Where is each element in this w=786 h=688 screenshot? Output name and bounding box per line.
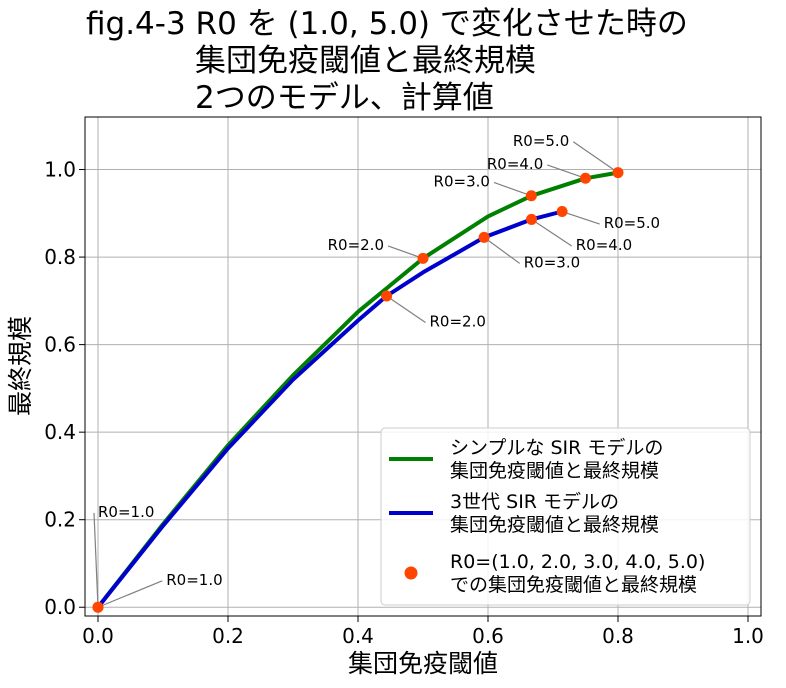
legend-box	[380, 427, 751, 606]
title-line-2: 集団免疫閾値と最終規模	[195, 43, 536, 79]
x-tick-label: 0.6	[472, 624, 504, 648]
annotation-connector	[386, 295, 426, 324]
annotation-connector	[572, 141, 619, 174]
annotation-label: R0=4.0	[487, 155, 543, 173]
y-tick-label: 0.2	[44, 508, 76, 532]
legend-label-2: 3世代 SIR モデルの集団免疫閾値と最終規模	[450, 491, 659, 536]
x-axis: 0.0 0.2 0.4 0.6 0.8 1.0	[82, 616, 764, 648]
x-tick-label: 0.4	[342, 624, 374, 648]
x-tick-label: 0.0	[82, 624, 114, 648]
annotation-connector	[387, 245, 424, 259]
annotation-connector	[547, 164, 586, 179]
data-point	[92, 601, 104, 613]
annotation-lines	[93, 141, 619, 608]
data-point	[556, 206, 568, 218]
data-point	[478, 231, 490, 243]
data-point	[612, 167, 624, 179]
x-tick-label: 1.0	[732, 624, 764, 648]
y-axis-label: 最終規模	[6, 316, 35, 416]
annotation-label: R0=4.0	[576, 236, 632, 254]
series-line-2	[96, 209, 565, 610]
data-point	[525, 190, 537, 202]
data-point	[526, 213, 538, 225]
data-point	[580, 172, 591, 184]
y-tick-label: 1.0	[44, 158, 76, 182]
annotation-label: R0=1.0	[98, 503, 154, 521]
annotation-label: R0=3.0	[434, 172, 490, 190]
annotation-connector	[93, 512, 99, 608]
legend-swatch-3	[404, 566, 418, 580]
title-line-1: fig.4-3 R0 を (1.0, 5.0) で変化させた時の	[86, 6, 688, 42]
y-tick-label: 0.6	[44, 333, 76, 357]
y-axis: 0.0 0.2 0.4 0.6 0.8 1.0	[44, 158, 85, 619]
x-axis-label: 集団免疫閾値	[348, 649, 498, 678]
series-lines	[96, 170, 620, 610]
plot-frame	[84, 116, 762, 617]
annotation-label: R0=2.0	[328, 236, 384, 254]
annotation-connector	[561, 210, 600, 225]
y-tick-label: 0.4	[44, 420, 76, 444]
data-points	[92, 167, 624, 613]
x-tick-label: 0.2	[212, 624, 244, 648]
y-tick-label: 0.8	[44, 245, 76, 269]
data-point	[381, 290, 393, 302]
chart-title: fig.4-3 R0 を (1.0, 5.0) で変化させた時の 集団免疫閾値と…	[86, 6, 688, 116]
legend: シンプルな SIR モデルの集団免疫閾値と最終規模 3世代 SIR モデルの集団免…	[380, 427, 751, 606]
annotation-labels: R0=1.0R0=1.0R0=2.0R0=3.0R0=4.0R0=5.0R0=2…	[98, 132, 660, 589]
annotation-label: R0=2.0	[430, 313, 486, 331]
x-tick-label: 0.8	[602, 624, 634, 648]
annotation-label: R0=5.0	[604, 214, 660, 232]
annotation-label: R0=3.0	[524, 253, 580, 271]
annotation-label: R0=5.0	[513, 132, 569, 150]
annotation-label: R0=1.0	[166, 571, 222, 589]
y-tick-label: 0.0	[44, 595, 76, 619]
legend-label-3: R0=(1.0, 2.0, 3.0, 4.0, 5.0)での集団免疫閾値と最終規…	[450, 551, 705, 596]
annotation-connector	[531, 218, 573, 247]
data-point	[417, 252, 429, 264]
annotation-connector	[493, 181, 532, 197]
title-line-3: 2つのモデル、計算値	[195, 80, 494, 116]
annotation-connector	[483, 236, 521, 264]
annotation-connector	[97, 580, 163, 608]
legend-label-1: シンプルな SIR モデルの集団免疫閾値と最終規模	[450, 437, 663, 482]
